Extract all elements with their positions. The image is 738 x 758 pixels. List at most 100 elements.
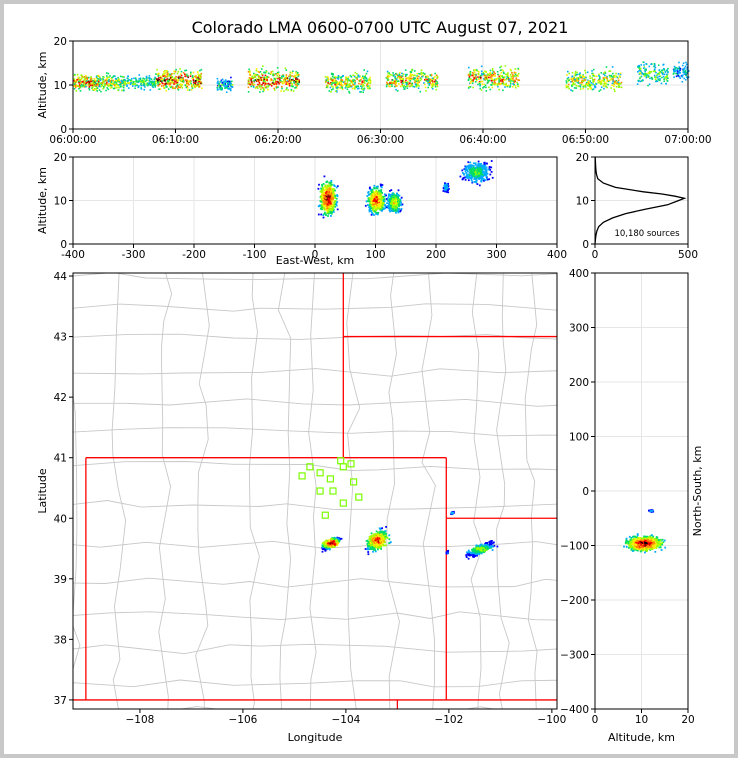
source-mark (230, 76, 232, 79)
source-mark (281, 81, 284, 83)
source-mark (681, 81, 684, 83)
source-mark (336, 201, 339, 203)
source-mark (445, 190, 448, 193)
source-mark (349, 74, 352, 77)
source-mark (328, 90, 331, 92)
source-mark (579, 74, 582, 76)
source-mark (619, 73, 622, 76)
source-mark (443, 185, 446, 188)
source-mark (324, 197, 327, 200)
source-mark (78, 81, 80, 84)
source-mark (197, 79, 200, 82)
source-mark (666, 73, 668, 76)
source-mark (356, 73, 358, 75)
source-mark (78, 86, 81, 88)
source-mark (479, 164, 482, 167)
source-mark (606, 78, 608, 80)
source-mark (180, 85, 183, 87)
source-mark (436, 85, 439, 88)
source-mark (356, 87, 359, 90)
source-mark (387, 83, 390, 86)
source-mark (323, 207, 326, 210)
source-mark (479, 87, 481, 90)
source-mark (577, 77, 579, 79)
source-mark (512, 83, 514, 85)
source-mark (571, 75, 573, 78)
source-mark (335, 76, 337, 78)
source-mark (399, 210, 402, 213)
source-mark (137, 81, 140, 83)
source-mark (465, 167, 468, 170)
source-mark (514, 84, 517, 87)
source-mark (473, 73, 476, 76)
source-mark (360, 78, 362, 81)
source-mark (388, 194, 390, 197)
source-mark (101, 82, 104, 84)
source-mark (579, 72, 581, 74)
source-mark (328, 192, 331, 195)
source-mark (565, 85, 568, 88)
source-mark (337, 83, 339, 85)
source-mark (604, 71, 606, 73)
source-mark (400, 208, 403, 210)
source-mark (612, 78, 614, 80)
source-mark (186, 74, 189, 77)
source-mark (399, 200, 402, 202)
source-mark (372, 194, 375, 197)
source-mark (389, 195, 392, 197)
source-mark (160, 76, 162, 79)
county-border (73, 461, 557, 471)
source-mark (113, 87, 116, 90)
source-mark (326, 198, 328, 200)
source-mark (95, 83, 98, 85)
source-mark (573, 79, 576, 82)
source-mark (93, 85, 95, 87)
source-mark (395, 197, 398, 200)
source-mark (462, 178, 464, 180)
source-mark (144, 86, 146, 88)
source-mark (330, 181, 333, 184)
source-mark (681, 74, 684, 77)
source-mark (155, 78, 158, 80)
source-mark (198, 78, 200, 80)
source-mark (469, 168, 471, 171)
source-mark (379, 194, 382, 196)
source-mark (427, 76, 429, 78)
source-mark (275, 84, 277, 86)
source-mark (189, 75, 192, 77)
source-mark (330, 212, 333, 215)
source-mark (487, 80, 490, 82)
source-mark (396, 85, 398, 87)
source-mark (511, 86, 514, 88)
source-mark (428, 78, 430, 80)
source-mark (504, 65, 507, 67)
source-mark (328, 208, 331, 211)
source-mark (639, 80, 642, 83)
source-mark (372, 200, 375, 202)
source-mark (123, 84, 126, 87)
source-mark (481, 177, 484, 180)
source-mark (327, 195, 330, 198)
source-mark (638, 64, 640, 67)
source-mark (157, 83, 159, 86)
source-mark (399, 71, 401, 74)
source-mark (194, 85, 197, 88)
source-mark (296, 76, 298, 79)
source-mark (80, 85, 82, 87)
source-mark (166, 86, 168, 88)
source-mark (422, 74, 424, 77)
source-mark (386, 81, 388, 84)
source-mark (472, 162, 475, 165)
source-mark (197, 75, 200, 77)
source-mark (247, 82, 250, 85)
source-mark (368, 209, 371, 211)
source-mark (327, 79, 329, 81)
source-mark (188, 83, 190, 86)
source-mark (435, 74, 438, 76)
source-mark (592, 73, 594, 76)
source-mark (325, 539, 327, 542)
source-mark (379, 203, 382, 206)
source-mark (113, 81, 115, 83)
source-mark (505, 78, 507, 81)
source-mark (481, 72, 483, 75)
